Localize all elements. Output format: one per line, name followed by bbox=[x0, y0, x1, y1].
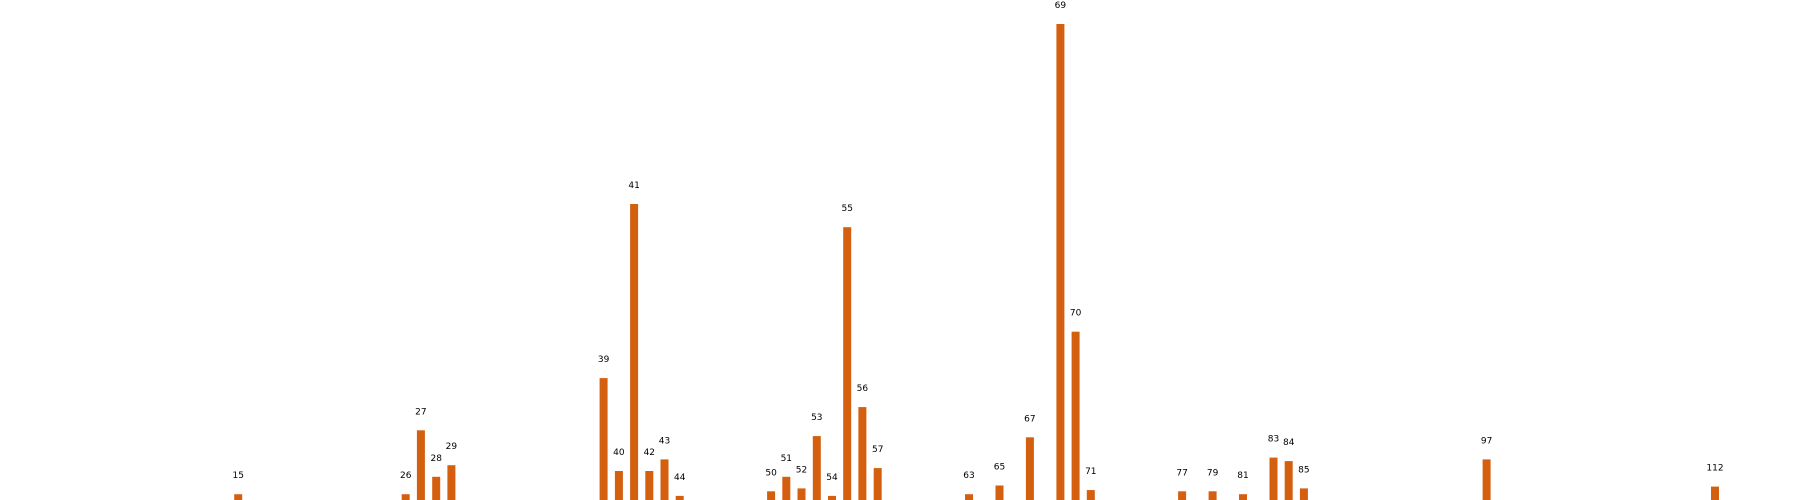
bar-29 bbox=[447, 465, 455, 500]
bar-label-28: 28 bbox=[430, 454, 442, 464]
bar-label-57: 57 bbox=[872, 445, 883, 455]
bar-label-85: 85 bbox=[1298, 465, 1309, 475]
bar-label-15: 15 bbox=[232, 471, 243, 481]
bar-label-70: 70 bbox=[1070, 309, 1082, 319]
bar-label-83: 83 bbox=[1268, 435, 1279, 445]
bar-39 bbox=[600, 378, 608, 500]
bar-27 bbox=[417, 430, 425, 500]
bar-69 bbox=[1056, 24, 1064, 500]
bar-83 bbox=[1270, 458, 1278, 500]
bar-28 bbox=[432, 477, 440, 500]
bar-label-97: 97 bbox=[1481, 436, 1492, 446]
bar-label-53: 53 bbox=[811, 413, 822, 423]
bar-71 bbox=[1087, 490, 1095, 500]
bar-112 bbox=[1711, 487, 1719, 500]
bar-42 bbox=[645, 471, 653, 500]
bar-44 bbox=[676, 496, 684, 500]
bar-label-41: 41 bbox=[628, 181, 639, 191]
bar-label-77: 77 bbox=[1176, 468, 1187, 478]
bar-53 bbox=[813, 436, 821, 500]
bar-67 bbox=[1026, 437, 1034, 500]
bar-label-51: 51 bbox=[781, 454, 792, 464]
bar-label-27: 27 bbox=[415, 407, 426, 417]
bar-label-42: 42 bbox=[644, 448, 655, 458]
bar-label-40: 40 bbox=[613, 448, 625, 458]
bar-label-112: 112 bbox=[1706, 464, 1723, 474]
bar-41 bbox=[630, 204, 638, 500]
bar-70 bbox=[1072, 332, 1080, 500]
bar-84 bbox=[1285, 461, 1293, 500]
bar-label-67: 67 bbox=[1024, 414, 1035, 424]
bar-77 bbox=[1178, 491, 1186, 500]
bar-79 bbox=[1209, 491, 1217, 500]
bar-label-84: 84 bbox=[1283, 438, 1295, 448]
bar-label-43: 43 bbox=[659, 436, 670, 446]
bar-label-69: 69 bbox=[1055, 1, 1067, 11]
bar-label-71: 71 bbox=[1085, 467, 1096, 477]
bar-label-56: 56 bbox=[857, 384, 869, 394]
bar-65 bbox=[996, 486, 1004, 500]
bar-label-54: 54 bbox=[826, 473, 838, 483]
bar-81 bbox=[1239, 494, 1247, 500]
labels-layer: 15 26 27 28 29 39 40 41 42 43 44 50 51 52 53 54 55 56 57 63… bbox=[232, 1, 1723, 483]
bar-40 bbox=[615, 471, 623, 500]
bar-label-50: 50 bbox=[765, 468, 777, 478]
bar-26 bbox=[402, 494, 410, 500]
bar-56 bbox=[858, 407, 866, 500]
bar-label-63: 63 bbox=[963, 471, 974, 481]
bars-layer bbox=[234, 24, 1719, 500]
bar-label-55: 55 bbox=[841, 204, 852, 214]
bar-15 bbox=[234, 494, 242, 500]
bar-54 bbox=[828, 496, 836, 500]
bar-label-52: 52 bbox=[796, 465, 807, 475]
bar-label-39: 39 bbox=[598, 355, 610, 365]
bar-55 bbox=[843, 227, 851, 500]
bar-63 bbox=[965, 494, 973, 500]
bar-label-79: 79 bbox=[1207, 468, 1219, 478]
bar-57 bbox=[874, 468, 882, 500]
bar-52 bbox=[798, 488, 806, 500]
bar-label-44: 44 bbox=[674, 473, 686, 483]
bar-label-65: 65 bbox=[994, 463, 1005, 473]
bar-label-26: 26 bbox=[400, 471, 412, 481]
bar-85 bbox=[1300, 488, 1308, 500]
bar-label-29: 29 bbox=[446, 442, 458, 452]
bar-97 bbox=[1483, 459, 1491, 500]
bar-50 bbox=[767, 491, 775, 500]
bar-43 bbox=[661, 459, 669, 500]
bar-label-81: 81 bbox=[1237, 471, 1248, 481]
bar-51 bbox=[782, 477, 790, 500]
